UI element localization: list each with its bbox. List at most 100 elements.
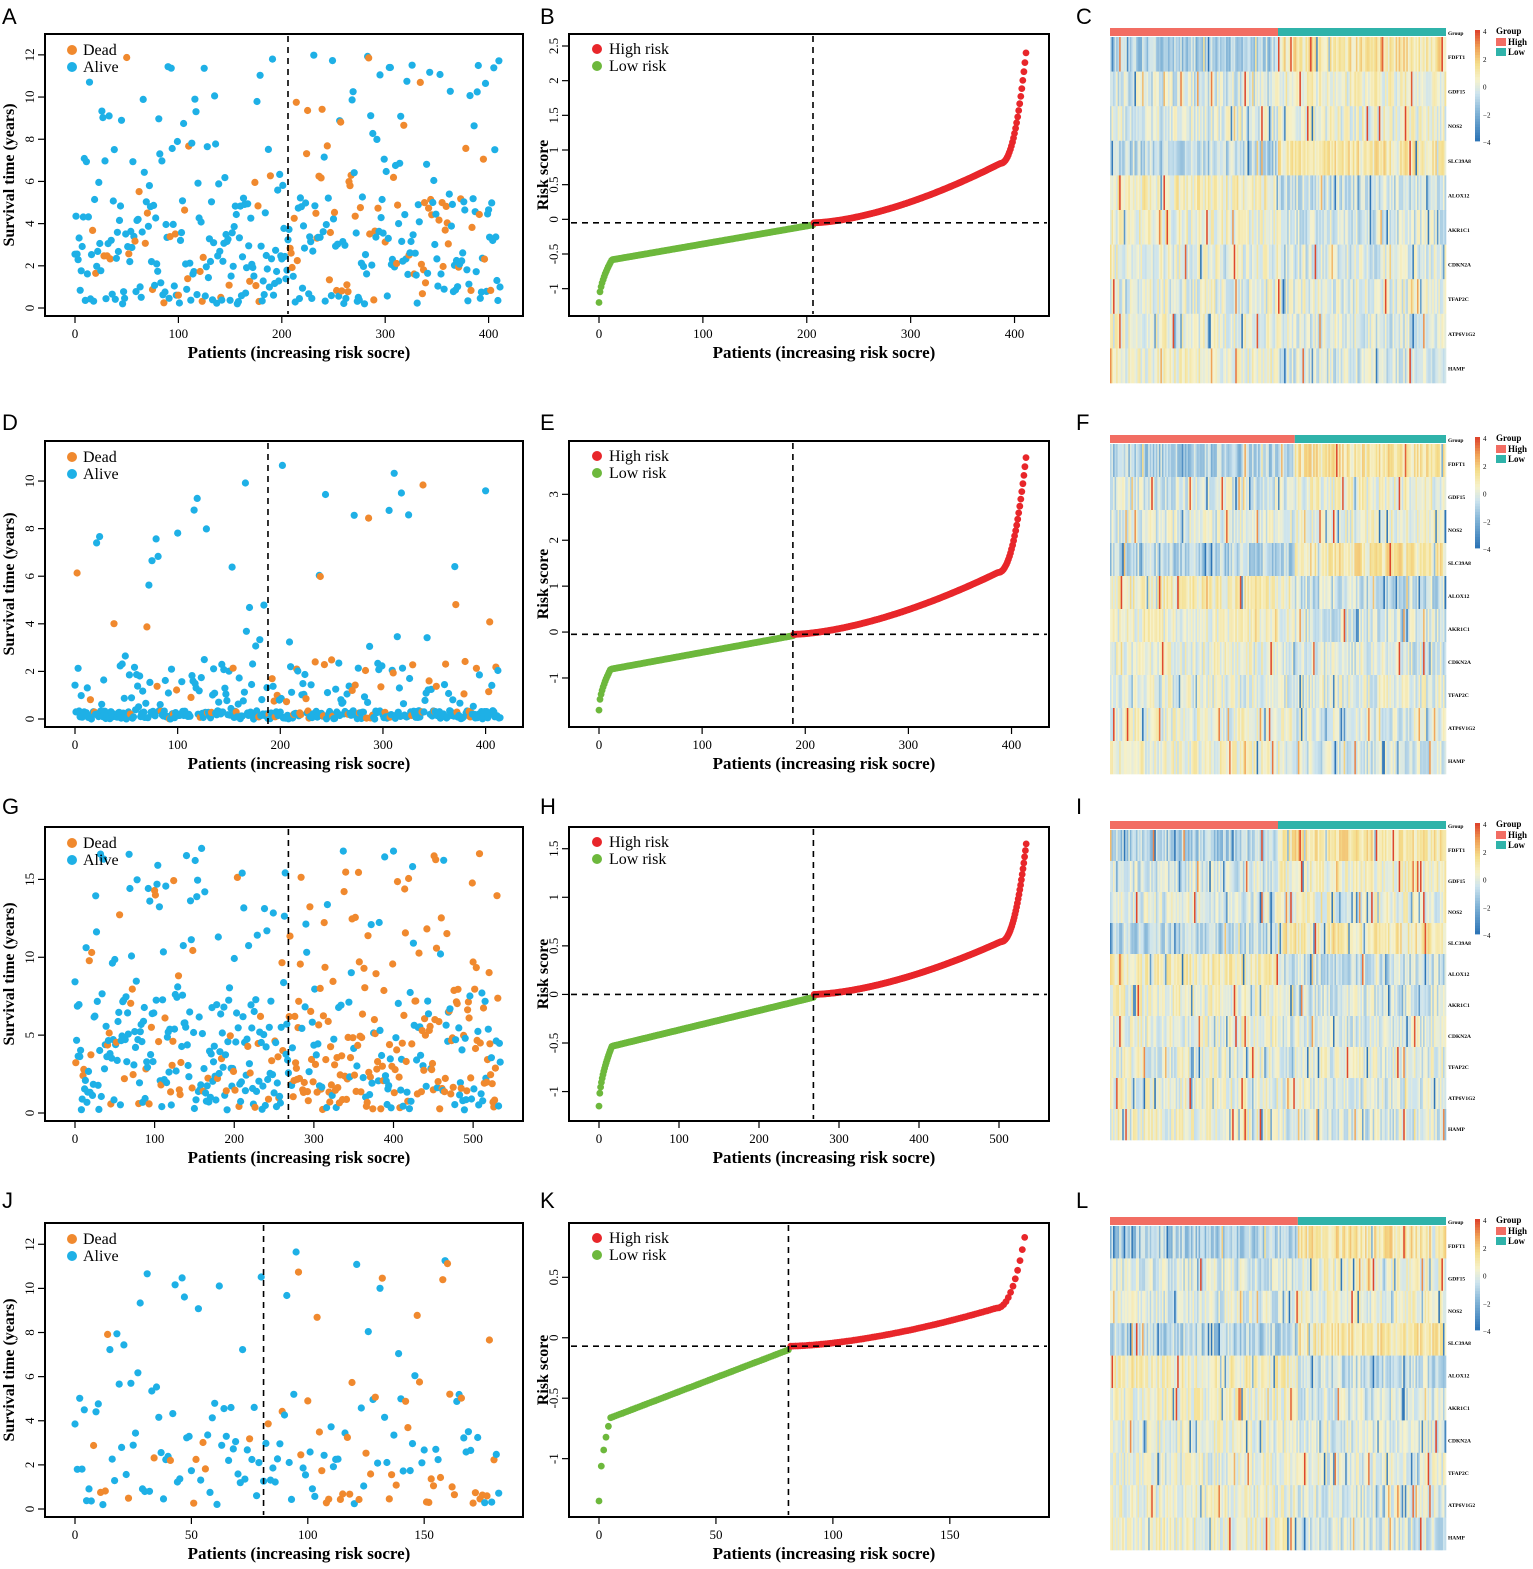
alive-point [404,271,411,278]
alive-point [441,681,448,688]
panel-letter: E [540,410,555,435]
alive-point [260,602,267,609]
alive-point [310,52,317,59]
legend-high-marker [592,451,602,461]
alive-point [491,146,498,153]
dead-point [442,661,449,668]
scale-swatch [1475,119,1480,122]
alive-point [176,299,183,306]
scale-swatch [1475,63,1480,66]
group-legend-low-swatch [1496,48,1506,56]
alive-point [279,462,286,469]
alive-point [371,715,378,722]
alive-point [119,660,126,667]
alive-point [91,196,98,203]
alive-point [302,199,309,206]
dead-point [319,106,326,113]
heatmap-cell [1444,72,1446,107]
scale-swatch [1475,124,1480,127]
alive-point [328,292,335,299]
legend-high-marker [592,44,602,54]
alive-point [241,689,248,696]
alive-point [180,120,187,127]
alive-point [275,277,282,284]
alive-point [350,88,357,95]
alive-point [383,168,390,175]
scatter-points [71,462,503,723]
alive-point [482,487,489,494]
legend-low-marker [592,468,602,478]
gene-label: SLC39A8 [1448,159,1471,165]
alive-point [403,78,410,85]
alive-point [101,157,108,164]
gene-label: ALOX12 [1448,193,1470,199]
alive-point [239,253,246,260]
alive-point [187,297,194,304]
alive-point [142,700,149,707]
scale-swatch [1475,99,1480,102]
dead-point [197,268,204,275]
alive-point [297,194,304,201]
alive-point [471,122,478,129]
alive-point [272,247,279,254]
alive-point [84,270,91,277]
alive-point [359,193,366,200]
heatmap-cell [1444,175,1446,210]
high-risk-point [1018,85,1025,92]
alive-point [106,112,113,119]
alive-point [88,251,95,258]
alive-point [128,244,135,251]
alive-point [369,130,376,137]
y-tick-label: 0 [22,305,37,312]
risk-points [596,454,1030,713]
alive-point [198,674,205,681]
heatmap-cell [1444,444,1446,477]
dead-point [435,217,442,224]
alive-point [135,216,142,223]
high-risk-point [1022,463,1029,470]
alive-point [470,195,477,202]
panel-c: CFDFT1GDF15NOS2SLC39A8ALOX12AKR1C1CDKN2A… [1076,4,1527,383]
alive-point [126,671,133,678]
alive-point [236,674,243,681]
alive-point [261,291,268,298]
panel-letter: B [540,4,555,29]
alive-point [178,229,185,236]
alive-point [170,221,177,228]
alive-point [448,223,455,230]
alive-point [456,700,463,707]
alive-point [265,146,272,153]
alive-point [249,660,256,667]
low-risk-point [596,707,603,714]
dead-point [352,682,359,689]
y-tick-label: 2 [22,263,37,270]
dead-point [230,665,237,672]
alive-point [270,292,277,299]
alive-point [216,248,223,255]
scale-swatch [1475,91,1480,94]
dead-point [303,150,310,157]
alive-point [351,512,358,519]
x-tick-label: 100 [169,326,189,341]
alive-point [145,582,152,589]
scale-swatch [1475,36,1480,39]
alive-point [90,298,97,305]
alive-point [219,258,226,265]
alive-point [96,240,103,247]
alive-point [155,553,162,560]
alive-point [222,691,229,698]
alive-point [288,689,295,696]
high-risk-point [1017,93,1024,100]
dead-point [317,573,324,580]
dead-point [426,677,433,684]
y-axis-label: Survival time (years) [1,512,18,655]
alive-point [242,290,249,297]
group-legend-high-label: High [1508,37,1527,47]
alive-point [229,564,236,571]
alive-point [401,211,408,218]
alive-point [420,708,427,715]
heatmap-cell [1444,477,1446,510]
alive-point [154,268,161,275]
alive-point [409,62,416,69]
